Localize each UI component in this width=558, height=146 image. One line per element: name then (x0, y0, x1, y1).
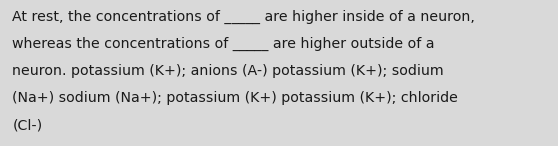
Text: (Na+) sodium (Na+); potassium (K+) potassium (K+); chloride: (Na+) sodium (Na+); potassium (K+) potas… (12, 91, 458, 105)
Text: At rest, the concentrations of _____ are higher inside of a neuron,: At rest, the concentrations of _____ are… (12, 10, 475, 24)
Text: neuron. potassium (K+); anions (A-) potassium (K+); sodium: neuron. potassium (K+); anions (A-) pota… (12, 64, 444, 78)
Text: whereas the concentrations of _____ are higher outside of a: whereas the concentrations of _____ are … (12, 37, 435, 51)
Text: (Cl-): (Cl-) (12, 118, 42, 132)
